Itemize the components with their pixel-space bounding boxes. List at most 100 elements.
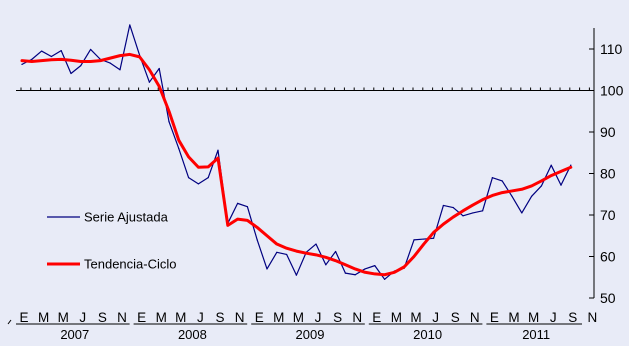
data-point-serie-ajustada	[423, 238, 425, 240]
y-tick-label: 100	[600, 83, 624, 99]
data-point-serie-ajustada	[413, 239, 415, 241]
data-point-tendencia-ciclo	[423, 243, 425, 245]
data-point-tendencia-ciclo	[521, 188, 523, 190]
data-point-tendencia-ciclo	[295, 250, 297, 252]
x-month-label: S	[98, 310, 107, 325]
data-point-serie-ajustada	[482, 210, 484, 212]
data-point-tendencia-ciclo	[168, 110, 170, 112]
data-point-tendencia-ciclo	[433, 231, 435, 234]
data-point-serie-ajustada	[286, 253, 288, 256]
data-point-tendencia-ciclo	[482, 199, 484, 201]
data-point-tendencia-ciclo	[452, 216, 454, 218]
data-point-serie-ajustada	[521, 212, 523, 214]
data-point-tendencia-ciclo	[550, 174, 552, 177]
data-point-serie-ajustada	[550, 164, 552, 166]
data-point-serie-ajustada	[531, 195, 533, 197]
x-year-label: 2009	[296, 327, 325, 342]
data-point-tendencia-ciclo	[266, 235, 268, 237]
x-month-label: N	[235, 310, 245, 325]
x-month-label: M	[58, 310, 69, 325]
data-point-serie-ajustada	[344, 272, 346, 274]
data-point-serie-ajustada	[256, 239, 258, 241]
data-point-serie-ajustada	[109, 62, 111, 64]
x-month-label: J	[79, 310, 86, 325]
data-point-serie-ajustada	[119, 69, 121, 71]
x-month-label: M	[410, 310, 421, 325]
data-point-serie-ajustada	[207, 177, 209, 179]
x-month-label: M	[175, 310, 186, 325]
data-point-serie-ajustada	[472, 212, 474, 214]
data-point-tendencia-ciclo	[31, 60, 33, 63]
data-point-serie-ajustada	[50, 55, 53, 58]
x-month-label: E	[19, 310, 28, 325]
data-point-tendencia-ciclo	[178, 139, 180, 141]
data-point-tendencia-ciclo	[393, 271, 395, 273]
data-point-serie-ajustada	[433, 237, 435, 239]
x-month-label: M	[528, 310, 539, 325]
data-point-tendencia-ciclo	[315, 254, 317, 256]
x-month-label: M	[273, 310, 284, 325]
x-month-label: J	[315, 310, 322, 325]
x-month-label: E	[137, 310, 146, 325]
x-month-label: M	[391, 310, 402, 325]
data-point-tendencia-ciclo	[197, 166, 199, 168]
data-point-tendencia-ciclo	[501, 191, 503, 194]
data-point-serie-ajustada	[462, 215, 464, 217]
x-month-label: J	[197, 310, 204, 325]
data-point-tendencia-ciclo	[344, 264, 346, 266]
data-point-serie-ajustada	[158, 67, 160, 70]
data-point-serie-ajustada	[21, 63, 23, 65]
data-point-serie-ajustada	[511, 195, 513, 197]
x-month-label: J	[550, 310, 557, 325]
data-point-tendencia-ciclo	[129, 53, 131, 55]
data-point-serie-ajustada	[80, 65, 82, 67]
y-tick-label: 70	[600, 207, 616, 223]
data-point-tendencia-ciclo	[60, 58, 62, 60]
data-point-serie-ajustada	[295, 274, 297, 276]
data-point-tendencia-ciclo	[364, 271, 366, 273]
x-month-label: M	[508, 310, 519, 325]
data-point-tendencia-ciclo	[41, 60, 43, 62]
x-month-label: N	[470, 310, 480, 325]
y-tick-label: 80	[600, 166, 616, 182]
data-point-serie-ajustada	[315, 243, 317, 245]
data-point-serie-ajustada	[188, 177, 190, 179]
data-point-serie-ajustada	[374, 265, 376, 267]
data-point-serie-ajustada	[31, 58, 33, 60]
data-point-serie-ajustada	[540, 185, 543, 187]
data-point-serie-ajustada	[276, 251, 278, 253]
data-point-tendencia-ciclo	[139, 56, 141, 58]
data-point-tendencia-ciclo	[560, 170, 562, 173]
data-point-serie-ajustada	[491, 177, 493, 179]
axis-corner-mark	[7, 319, 12, 325]
data-point-serie-ajustada	[197, 183, 199, 185]
data-point-tendencia-ciclo	[227, 224, 229, 226]
data-point-tendencia-ciclo	[207, 166, 209, 168]
data-point-tendencia-ciclo	[119, 55, 121, 57]
data-point-tendencia-ciclo	[531, 185, 533, 187]
data-point-tendencia-ciclo	[21, 60, 23, 62]
y-tick-label: 110	[600, 41, 623, 57]
data-point-tendencia-ciclo	[80, 60, 82, 63]
data-point-tendencia-ciclo	[188, 156, 190, 158]
x-year-label: 2010	[413, 327, 442, 342]
x-month-label: N	[117, 310, 127, 325]
x-month-label: S	[568, 310, 577, 325]
x-month-label: E	[490, 310, 499, 325]
data-point-serie-ajustada	[354, 274, 356, 276]
x-month-label: S	[451, 310, 460, 325]
data-point-serie-ajustada	[237, 202, 239, 204]
data-point-serie-ajustada	[90, 48, 92, 51]
y-tick-label: 90	[600, 124, 616, 140]
data-point-serie-ajustada	[60, 50, 62, 52]
data-point-serie-ajustada	[560, 184, 562, 186]
data-point-serie-ajustada	[452, 206, 454, 209]
legend-label-tendencia-ciclo: Tendencia-Ciclo	[84, 257, 177, 272]
data-point-tendencia-ciclo	[472, 204, 474, 206]
data-point-serie-ajustada	[266, 268, 268, 270]
data-point-tendencia-ciclo	[413, 255, 415, 258]
x-month-label: M	[293, 310, 304, 325]
data-point-tendencia-ciclo	[462, 210, 464, 212]
data-point-tendencia-ciclo	[354, 268, 356, 270]
